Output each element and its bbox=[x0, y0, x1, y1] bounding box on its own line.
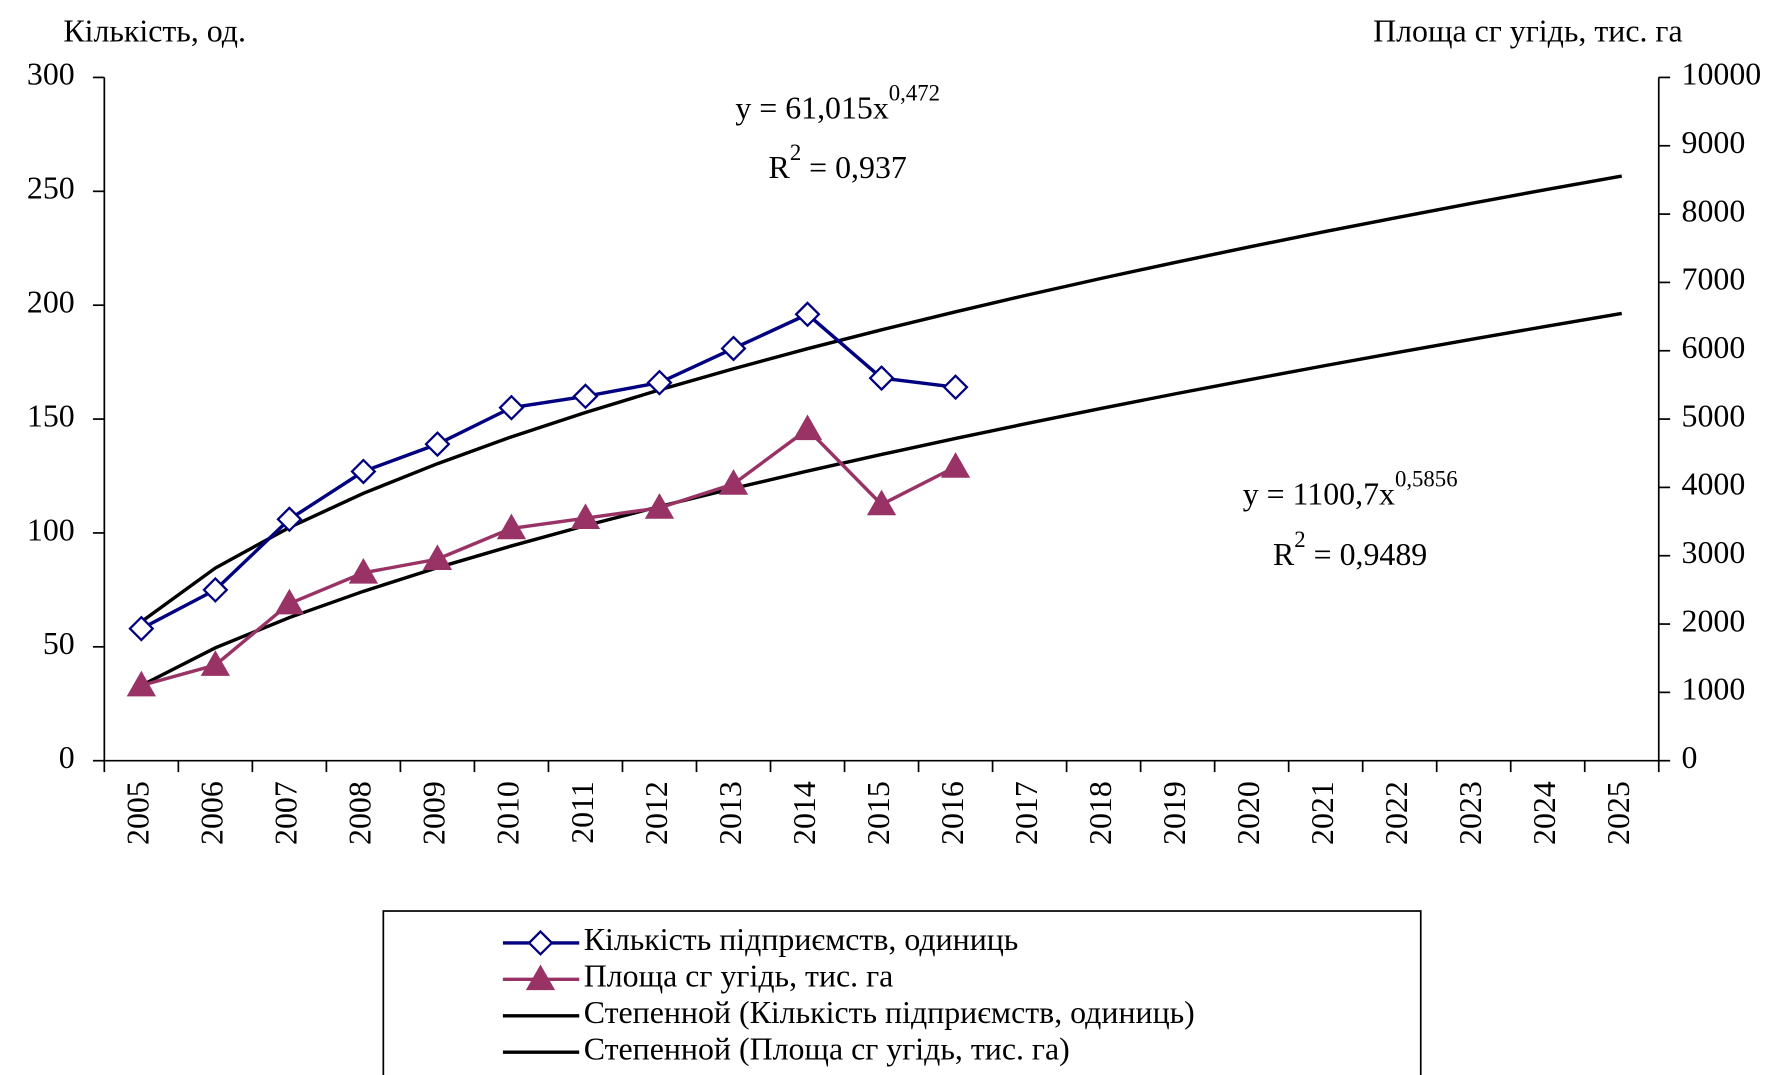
y2-tick-label: 6000 bbox=[1682, 330, 1746, 365]
annotation-text: = 0,9489 bbox=[1306, 537, 1428, 572]
annotation-text: R bbox=[769, 150, 791, 185]
y-tick-label: 250 bbox=[27, 171, 75, 206]
x-tick-label: 2008 bbox=[343, 781, 378, 845]
marker bbox=[940, 452, 971, 478]
x-tick-label: 2014 bbox=[787, 781, 822, 845]
legend-box bbox=[382, 910, 1422, 1075]
marker bbox=[570, 503, 601, 529]
y2-tick-label: 1000 bbox=[1682, 672, 1746, 707]
marker bbox=[496, 513, 527, 540]
annotation: y = 1100,7x0,5856 bbox=[1243, 467, 1458, 512]
marker bbox=[792, 414, 823, 441]
y2-tick-label: 10000 bbox=[1682, 57, 1762, 92]
x-tick-label: 2025 bbox=[1601, 781, 1636, 845]
x-tick-label: 2023 bbox=[1453, 781, 1488, 845]
legend-label: Степенной (Кількість підприємств, одиниц… bbox=[584, 995, 1195, 1030]
marker bbox=[498, 394, 525, 421]
annotation: R2 = 0,937 bbox=[769, 140, 907, 185]
y-tick-label: 150 bbox=[27, 398, 75, 433]
x-tick-label: 2011 bbox=[565, 781, 600, 844]
y-tick-label: 100 bbox=[27, 512, 75, 547]
x-tick-label: 2005 bbox=[121, 781, 156, 845]
x-tick-label: 2021 bbox=[1305, 781, 1340, 845]
annotation-sup: 2 bbox=[790, 140, 801, 165]
x-tick-label: 2019 bbox=[1157, 781, 1192, 845]
marker bbox=[866, 489, 897, 516]
y2-tick-label: 9000 bbox=[1682, 125, 1746, 160]
marker bbox=[276, 506, 303, 533]
y-tick-label: 200 bbox=[27, 285, 75, 320]
marker bbox=[720, 335, 747, 362]
marker bbox=[525, 964, 556, 991]
x-tick-label: 2010 bbox=[491, 781, 526, 845]
y2-tick-label: 4000 bbox=[1682, 467, 1746, 502]
x-tick-label: 2016 bbox=[935, 781, 970, 845]
y2-tick-label: 7000 bbox=[1682, 262, 1746, 297]
marker bbox=[126, 670, 156, 697]
marker bbox=[794, 301, 821, 328]
x-tick-label: 2015 bbox=[861, 781, 896, 845]
annotation-sup: 0,472 bbox=[889, 81, 940, 106]
y2-tick-label: 8000 bbox=[1682, 193, 1746, 228]
x-tick-label: 2012 bbox=[639, 781, 674, 845]
marker bbox=[718, 469, 749, 495]
y-tick-label: 300 bbox=[27, 57, 75, 92]
y2-tick-label: 2000 bbox=[1682, 603, 1746, 638]
marker bbox=[200, 650, 231, 676]
y-axis-label: Кількість, од. bbox=[63, 13, 246, 48]
trend-line bbox=[140, 311, 1623, 687]
x-tick-label: 2017 bbox=[1009, 781, 1044, 845]
marker bbox=[644, 493, 675, 519]
x-tick-label: 2020 bbox=[1231, 781, 1266, 845]
marker bbox=[942, 374, 969, 401]
marker bbox=[348, 557, 379, 584]
annotation-sup: 0,5856 bbox=[1395, 467, 1458, 492]
annotation-text: y = 1100,7x bbox=[1243, 477, 1395, 512]
annotation: R2 = 0,9489 bbox=[1273, 527, 1427, 572]
legend-label: Площа сг угідь, тис. га bbox=[584, 959, 894, 994]
y2-tick-label: 0 bbox=[1682, 740, 1698, 775]
marker bbox=[868, 365, 895, 392]
series-line bbox=[140, 427, 957, 688]
annotation-sup: 2 bbox=[1294, 527, 1305, 552]
marker bbox=[350, 458, 377, 485]
x-tick-label: 2013 bbox=[713, 781, 748, 845]
y-tick-label: 50 bbox=[43, 626, 75, 661]
trend-line bbox=[140, 174, 1623, 624]
legend-label: Кількість підприємств, одиниць bbox=[584, 922, 1019, 957]
series-line bbox=[140, 312, 956, 631]
y2-tick-label: 5000 bbox=[1682, 398, 1746, 433]
y-tick-label: 0 bbox=[59, 740, 75, 775]
y2-tick-label: 3000 bbox=[1682, 535, 1746, 570]
legend-label: Степенной (Площа сг угідь, тис. га) bbox=[584, 1032, 1070, 1067]
x-tick-label: 2022 bbox=[1379, 781, 1414, 845]
x-tick-label: 2024 bbox=[1527, 781, 1562, 845]
annotation: y = 61,015x0,472 bbox=[735, 81, 940, 126]
x-tick-label: 2009 bbox=[417, 781, 452, 845]
marker bbox=[424, 431, 451, 458]
marker bbox=[646, 369, 673, 396]
annotation-text: R bbox=[1273, 537, 1295, 572]
marker bbox=[202, 576, 229, 603]
annotation-text: y = 61,015x bbox=[735, 91, 889, 126]
marker bbox=[128, 615, 155, 642]
marker bbox=[274, 588, 305, 615]
x-tick-label: 2006 bbox=[195, 781, 230, 845]
x-tick-label: 2007 bbox=[269, 781, 304, 845]
marker bbox=[572, 383, 599, 410]
y2-axis-label: Площа сг угідь, тис. га bbox=[1373, 13, 1683, 48]
marker bbox=[527, 929, 554, 956]
x-tick-label: 2018 bbox=[1083, 781, 1118, 845]
marker bbox=[422, 544, 453, 570]
annotation-text: = 0,937 bbox=[801, 150, 907, 185]
